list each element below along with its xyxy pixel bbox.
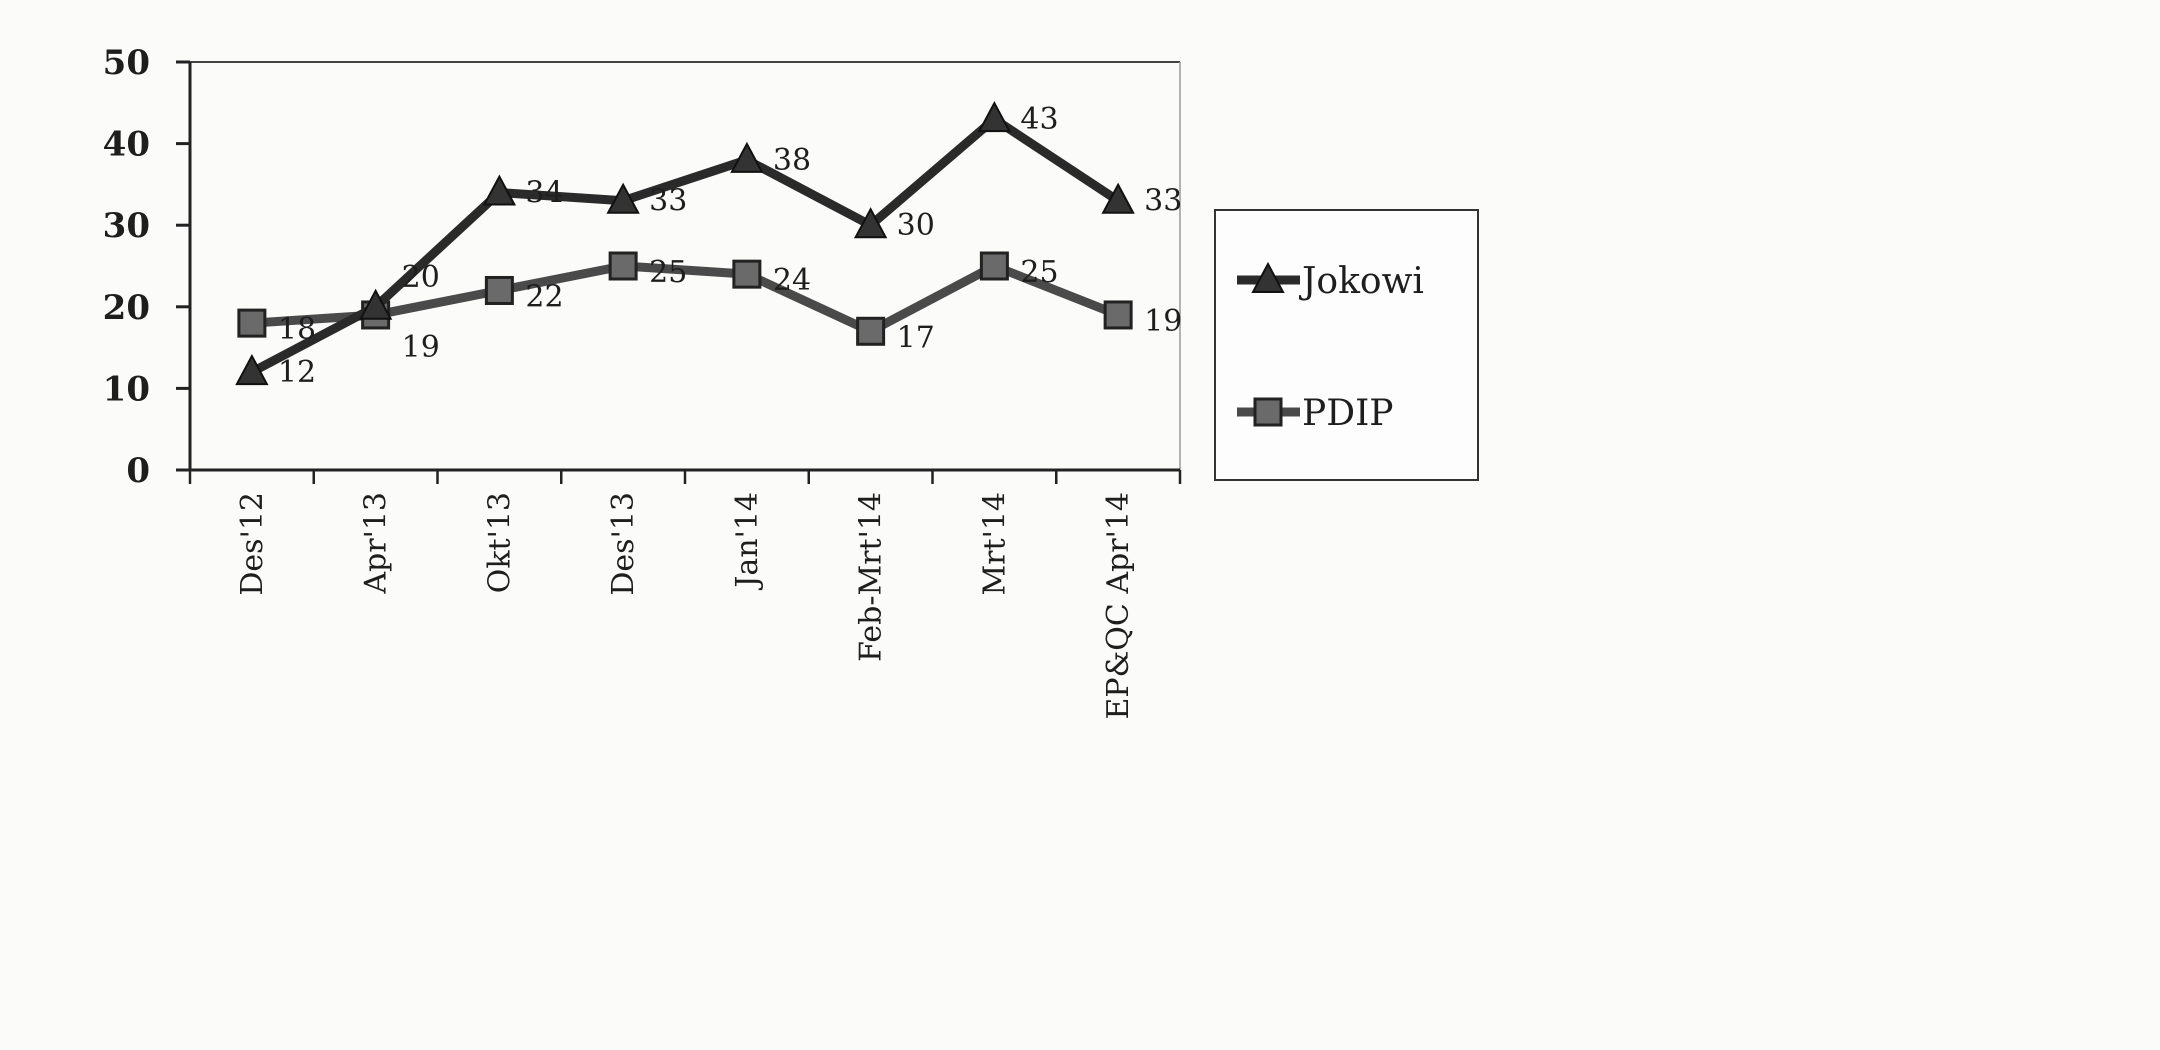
y-tick-label: 30: [103, 206, 150, 246]
y-tick-label: 0: [126, 451, 150, 491]
jokowi-data-point: [1101, 182, 1135, 214]
jokowi-data-point: [606, 182, 640, 214]
data-label: 25: [649, 255, 687, 290]
data-label: 18: [278, 312, 316, 347]
data-label: 33: [1144, 184, 1182, 219]
jokowi-data-point: [977, 101, 1012, 133]
y-tick-label: 20: [103, 288, 150, 328]
pdip-data-point: [979, 251, 1009, 281]
y-tick-label: 10: [103, 369, 150, 409]
data-label: 20: [402, 260, 440, 295]
x-tick-label: Des'12: [235, 492, 270, 596]
jokowi-data-point: [482, 174, 517, 206]
legend-box: [1214, 209, 1479, 481]
y-tick-label: 40: [103, 125, 150, 165]
pdip-data-point: [237, 308, 267, 338]
x-tick-label: Apr'13: [359, 492, 394, 595]
x-tick-label: EP&QC Apr'14: [1101, 492, 1136, 720]
data-label: 19: [402, 330, 440, 365]
legend-marker-jokowi: [1251, 261, 1285, 293]
data-label: 17: [897, 320, 935, 355]
jokowi-data-point: [358, 288, 393, 320]
series-line-pdip: [251, 261, 1120, 336]
pdip-data-point: [1103, 300, 1133, 330]
pdip-data-point: [608, 251, 638, 281]
y-tick-label: 50: [103, 43, 150, 83]
data-label: 19: [1144, 304, 1182, 339]
x-tick-label: Okt'13: [482, 492, 517, 593]
data-label: 33: [649, 184, 687, 219]
legend-marker-pdip: [1253, 397, 1283, 427]
legend-label: Jokowi: [1298, 261, 1424, 302]
x-tick-label: Feb-Mrt'14: [854, 492, 889, 662]
data-label: 25: [1020, 255, 1058, 290]
data-label: 24: [773, 263, 811, 298]
jokowi-data-point: [853, 207, 888, 239]
x-tick-label: Des'13: [606, 492, 641, 596]
x-tick-label: Mrt'14: [977, 492, 1012, 596]
series-line-jokowi: [249, 114, 1121, 377]
pdip-data-point: [856, 316, 886, 346]
jokowi-data-point: [235, 353, 269, 386]
data-label: 38: [773, 143, 811, 178]
legend-label: PDIP: [1302, 393, 1394, 434]
data-label: 12: [278, 355, 316, 390]
jokowi-data-point: [730, 141, 764, 173]
data-label: 43: [1020, 102, 1058, 137]
data-label: 34: [525, 176, 563, 211]
data-label: 30: [897, 208, 935, 243]
pdip-data-point: [484, 275, 514, 305]
data-label: 22: [525, 279, 563, 314]
x-tick-label: Jan'14: [730, 492, 765, 591]
pdip-data-point: [732, 259, 762, 289]
